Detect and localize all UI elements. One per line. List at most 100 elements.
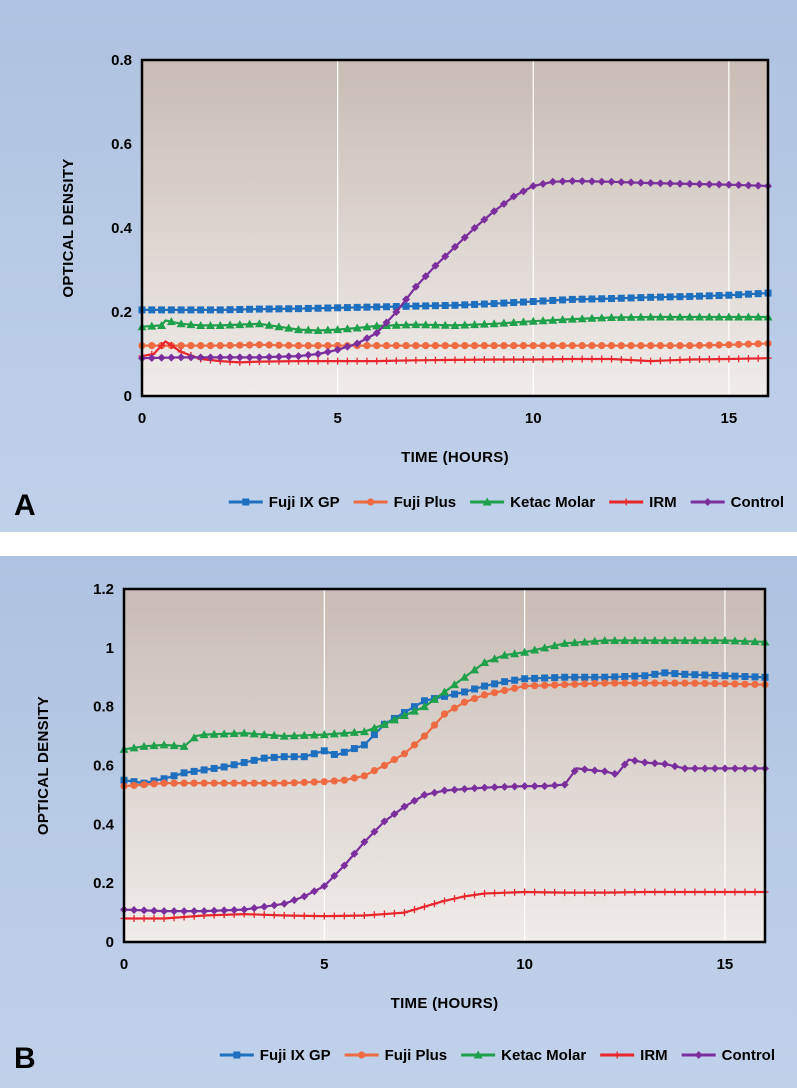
legend-item: Control <box>681 1047 775 1064</box>
data-point <box>140 906 149 915</box>
data-point <box>715 341 723 349</box>
data-point <box>691 679 699 687</box>
data-point <box>190 907 199 916</box>
data-point <box>275 341 283 349</box>
data-point <box>380 817 389 826</box>
data-point <box>430 320 440 329</box>
data-point <box>129 743 139 752</box>
data-point <box>304 351 313 360</box>
data-point <box>567 314 577 323</box>
data-point <box>431 356 439 364</box>
data-point <box>568 176 577 185</box>
data-point <box>370 731 378 739</box>
data-point <box>617 294 625 302</box>
data-point <box>441 356 449 364</box>
data-point <box>294 325 303 334</box>
data-point <box>641 679 649 687</box>
legend-swatch-marker <box>482 497 492 506</box>
data-point <box>740 636 750 645</box>
data-point <box>300 912 308 920</box>
data-point <box>411 282 420 291</box>
data-point <box>249 729 259 738</box>
data-point <box>541 674 549 682</box>
data-point <box>160 907 169 916</box>
data-point <box>419 702 429 711</box>
data-point <box>269 730 279 739</box>
legend: Fuji IX GP Fuji Plus Ketac Molar IRM Control <box>219 1047 775 1064</box>
data-point <box>580 765 589 774</box>
data-point <box>710 635 720 644</box>
series-control <box>120 756 769 916</box>
data-point <box>744 355 752 363</box>
legend-swatch-marker <box>703 498 712 506</box>
data-point <box>490 207 499 216</box>
data-point <box>343 342 352 351</box>
data-point <box>578 295 586 303</box>
data-point <box>451 895 459 903</box>
data-point <box>610 769 619 778</box>
data-point <box>420 697 428 705</box>
data-point <box>686 292 694 300</box>
data-point <box>570 638 580 647</box>
data-point <box>734 312 744 321</box>
data-point <box>226 353 235 362</box>
data-point <box>285 305 293 313</box>
data-point <box>240 779 248 787</box>
data-point <box>330 750 338 758</box>
data-point <box>581 673 589 681</box>
data-point <box>220 779 228 787</box>
data-point <box>359 727 369 736</box>
data-point <box>590 636 600 645</box>
data-point <box>571 889 579 897</box>
data-point <box>721 888 729 896</box>
data-point <box>206 306 214 314</box>
data-point <box>210 764 218 772</box>
data-point <box>700 764 709 773</box>
legend-label: Ketac Molar <box>501 1047 586 1064</box>
data-point <box>710 764 719 773</box>
data-point <box>324 304 332 312</box>
data-point <box>560 638 570 647</box>
data-point <box>170 779 178 787</box>
data-point <box>350 774 358 782</box>
data-point <box>340 748 348 756</box>
data-point <box>636 312 646 321</box>
data-point <box>130 906 139 915</box>
data-point <box>711 888 719 896</box>
data-point <box>421 272 430 281</box>
x-axis-title: TIME (HOURS) <box>391 995 499 1012</box>
data-point <box>450 704 459 712</box>
data-point <box>334 357 342 365</box>
data-point <box>187 306 195 314</box>
data-point <box>441 301 449 309</box>
data-point <box>197 342 205 350</box>
data-point <box>646 179 655 188</box>
x-tick-label: 0 <box>120 956 128 973</box>
data-point <box>430 900 438 908</box>
data-point <box>260 779 268 787</box>
data-point <box>637 294 645 302</box>
data-point <box>744 290 752 298</box>
data-point <box>324 342 332 350</box>
data-point <box>320 882 329 891</box>
data-point <box>431 302 439 310</box>
data-point <box>270 779 278 787</box>
data-point <box>470 320 480 329</box>
data-point <box>510 782 519 791</box>
data-point <box>700 635 710 644</box>
data-point <box>190 779 198 787</box>
data-point <box>304 304 312 312</box>
data-point <box>715 355 723 363</box>
data-point <box>250 904 259 913</box>
data-point <box>150 914 158 922</box>
data-point <box>339 728 349 737</box>
data-point <box>627 178 636 187</box>
data-point <box>695 341 704 349</box>
data-point <box>441 692 448 700</box>
data-point <box>254 319 264 328</box>
data-point <box>402 342 410 350</box>
data-point <box>460 672 470 681</box>
data-point <box>190 767 198 775</box>
data-point <box>402 302 410 310</box>
data-point <box>420 903 428 911</box>
